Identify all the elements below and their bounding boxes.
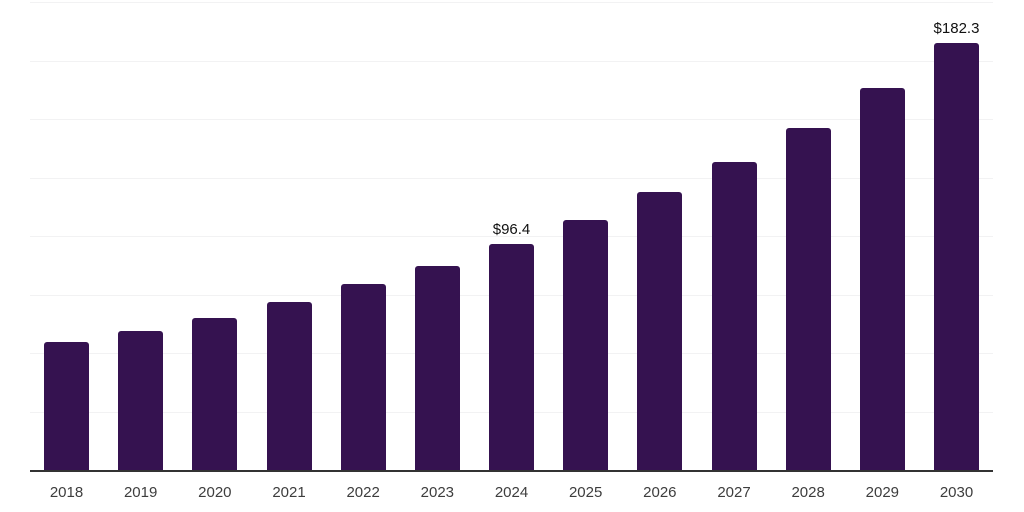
x-axis-label-2027: 2027 (717, 484, 751, 501)
bar-2023 (414, 265, 460, 470)
data-label-2030: $182.3 (933, 20, 980, 38)
x-axis-label-2018: 2018 (49, 484, 84, 501)
x-axis-label-2024: 2024 (494, 484, 529, 501)
x-axis-label-2026: 2026 (643, 484, 677, 501)
bar-2030: $182.3 (934, 20, 979, 470)
x-axis-label-2021: 2021 (272, 484, 306, 501)
bar-2022 (340, 283, 386, 470)
gridline-150 (30, 119, 993, 120)
x-axis-label-2028: 2028 (791, 484, 825, 501)
gridline-175 (30, 60, 993, 62)
x-axis-label-2029: 2029 (865, 484, 900, 501)
bar-2025 (563, 220, 609, 470)
x-axis-label-2019: 2019 (123, 484, 158, 501)
x-axis-label-2025: 2025 (568, 484, 603, 501)
bar-2019 (118, 331, 164, 470)
bar-2028 (785, 127, 831, 470)
bar-2027 (711, 161, 757, 470)
x-axis-label-2022: 2022 (346, 484, 380, 501)
gridline-100 (30, 236, 993, 237)
x-axis-label-2030: 2030 (939, 484, 974, 501)
x-axis-label-2023: 2023 (420, 484, 455, 501)
bar-2021 (266, 301, 312, 470)
gridline-125 (30, 177, 993, 179)
bar-2018 (44, 342, 89, 470)
bar-2026 (637, 192, 683, 470)
x-axis-line (30, 470, 993, 472)
bar-2020 (192, 317, 238, 470)
x-axis-label-2020: 2020 (198, 484, 232, 501)
gridline-200 (30, 2, 993, 3)
data-label-2024: $96.4 (492, 221, 531, 239)
bar-2029 (859, 88, 905, 470)
bar-2024: $96.4 (489, 221, 534, 470)
